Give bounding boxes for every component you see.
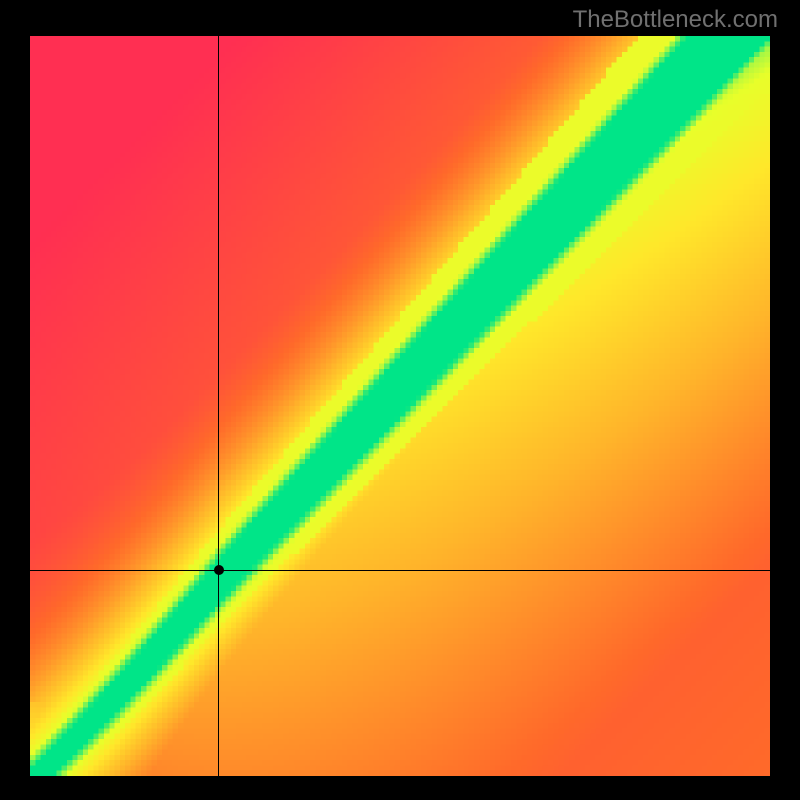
crosshair-horizontal (30, 570, 770, 571)
crosshair-vertical (218, 36, 219, 776)
crosshair-marker (214, 565, 224, 575)
heatmap-canvas (30, 36, 770, 776)
watermark-text: TheBottleneck.com (573, 6, 778, 34)
heatmap-plot (30, 36, 770, 776)
